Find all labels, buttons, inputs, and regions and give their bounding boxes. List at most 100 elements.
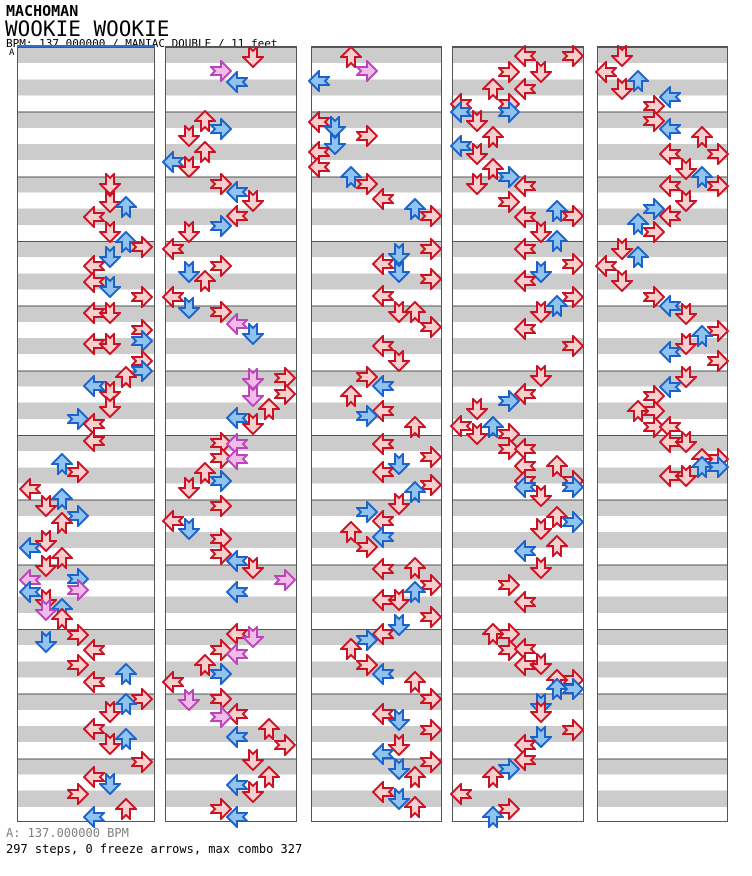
arrow-left-icon	[372, 743, 394, 765]
arrow-right-icon	[210, 798, 232, 820]
arrow-up-icon	[51, 547, 73, 569]
arrow-left-icon	[83, 671, 105, 693]
arrow-right-icon	[356, 536, 378, 558]
artist-name: MACHOMAN	[6, 2, 79, 20]
arrow-left-icon	[514, 175, 536, 197]
page-title: WOOKIE WOOKIE	[5, 17, 170, 41]
arrow-right-icon	[562, 678, 584, 700]
arrow-down-icon	[388, 758, 410, 780]
section-a-marker	[17, 45, 155, 47]
arrow-up-icon	[51, 453, 73, 475]
arrow-up-icon	[194, 110, 216, 132]
arrow-right-icon	[210, 301, 232, 323]
arrow-up-icon	[546, 295, 568, 317]
arrow-right-icon	[67, 461, 89, 483]
arrow-right-icon	[498, 166, 520, 188]
arrow-left-icon	[372, 623, 394, 645]
arrow-left-icon	[226, 806, 248, 828]
arrow-down-icon	[178, 125, 200, 147]
arrow-right-icon	[131, 236, 153, 258]
arrow-left-icon	[514, 238, 536, 260]
arrow-right-icon	[356, 501, 378, 523]
arrow-up-icon	[258, 398, 280, 420]
arrow-left-icon	[659, 205, 681, 227]
arrow-down-icon	[178, 221, 200, 243]
arrow-right-icon	[420, 205, 442, 227]
arrow-down-icon	[178, 689, 200, 711]
chart-column-1	[17, 46, 155, 822]
arrow-down-icon	[35, 599, 57, 621]
arrow-left-icon	[514, 591, 536, 613]
arrow-down-icon	[611, 270, 633, 292]
arrow-up-icon	[404, 416, 426, 438]
arrow-down-icon	[611, 45, 633, 67]
arrow-left-icon	[595, 255, 617, 277]
arrow-right-icon	[643, 198, 665, 220]
arrow-left-icon	[308, 156, 330, 178]
arrow-left-icon	[514, 206, 536, 228]
arrow-left-icon	[450, 415, 472, 437]
arrow-right-icon	[210, 447, 232, 469]
arrow-right-icon	[562, 45, 584, 67]
arrow-right-icon	[420, 606, 442, 628]
arrow-right-icon	[210, 470, 232, 492]
arrow-left-icon	[450, 101, 472, 123]
arrow-left-icon	[659, 295, 681, 317]
arrow-up-icon	[340, 166, 362, 188]
arrow-right-icon	[131, 688, 153, 710]
arrow-right-icon	[420, 751, 442, 773]
arrow-left-icon	[83, 718, 105, 740]
arrow-left-icon	[659, 86, 681, 108]
arrow-right-icon	[210, 173, 232, 195]
arrow-right-icon	[498, 191, 520, 213]
arrow-up-icon	[482, 806, 504, 828]
step-stats: 297 steps, 0 freeze arrows, max combo 32…	[6, 842, 303, 856]
arrow-down-icon	[242, 749, 264, 771]
arrow-right-icon	[274, 569, 296, 591]
arrow-left-icon	[308, 111, 330, 133]
arrow-left-icon	[372, 188, 394, 210]
arrow-left-icon	[83, 271, 105, 293]
arrow-right-icon	[210, 639, 232, 661]
arrow-down-icon	[388, 453, 410, 475]
arrow-down-icon	[530, 653, 552, 675]
arrow-left-icon	[226, 181, 248, 203]
arrow-up-icon	[404, 671, 426, 693]
arrow-down-icon	[388, 493, 410, 515]
arrow-down-icon	[388, 243, 410, 265]
arrow-left-icon	[659, 143, 681, 165]
arrow-left-icon	[450, 783, 472, 805]
arrow-right-icon	[562, 719, 584, 741]
arrow-up-icon	[404, 766, 426, 788]
arrow-up-icon	[194, 462, 216, 484]
arrow-left-icon	[372, 558, 394, 580]
arrow-down-icon	[388, 709, 410, 731]
arrow-down-icon	[675, 333, 697, 355]
arrow-left-icon	[162, 238, 184, 260]
arrow-down-icon	[178, 261, 200, 283]
arrow-left-icon	[226, 774, 248, 796]
arrow-up-icon	[115, 663, 137, 685]
arrow-up-icon	[115, 196, 137, 218]
arrow-right-icon	[420, 316, 442, 338]
arrow-right-icon	[67, 654, 89, 676]
arrow-left-icon	[514, 476, 536, 498]
arrow-right-icon	[420, 719, 442, 741]
arrow-down-icon	[99, 276, 121, 298]
arrow-down-icon	[388, 350, 410, 372]
arrow-right-icon	[210, 706, 232, 728]
arrow-right-icon	[67, 783, 89, 805]
arrow-right-icon	[562, 335, 584, 357]
arrow-left-icon	[226, 623, 248, 645]
arrow-left-icon	[226, 726, 248, 748]
bpm-section-legend: A: 137.000000 BPM	[6, 826, 129, 840]
arrow-down-icon	[178, 156, 200, 178]
arrow-left-icon	[372, 253, 394, 275]
arrow-right-icon	[131, 330, 153, 352]
arrow-right-icon	[420, 446, 442, 468]
arrow-left-icon	[19, 581, 41, 603]
arrow-down-icon	[530, 557, 552, 579]
arrow-up-icon	[404, 198, 426, 220]
arrow-up-icon	[627, 70, 649, 92]
arrow-up-icon	[627, 213, 649, 235]
